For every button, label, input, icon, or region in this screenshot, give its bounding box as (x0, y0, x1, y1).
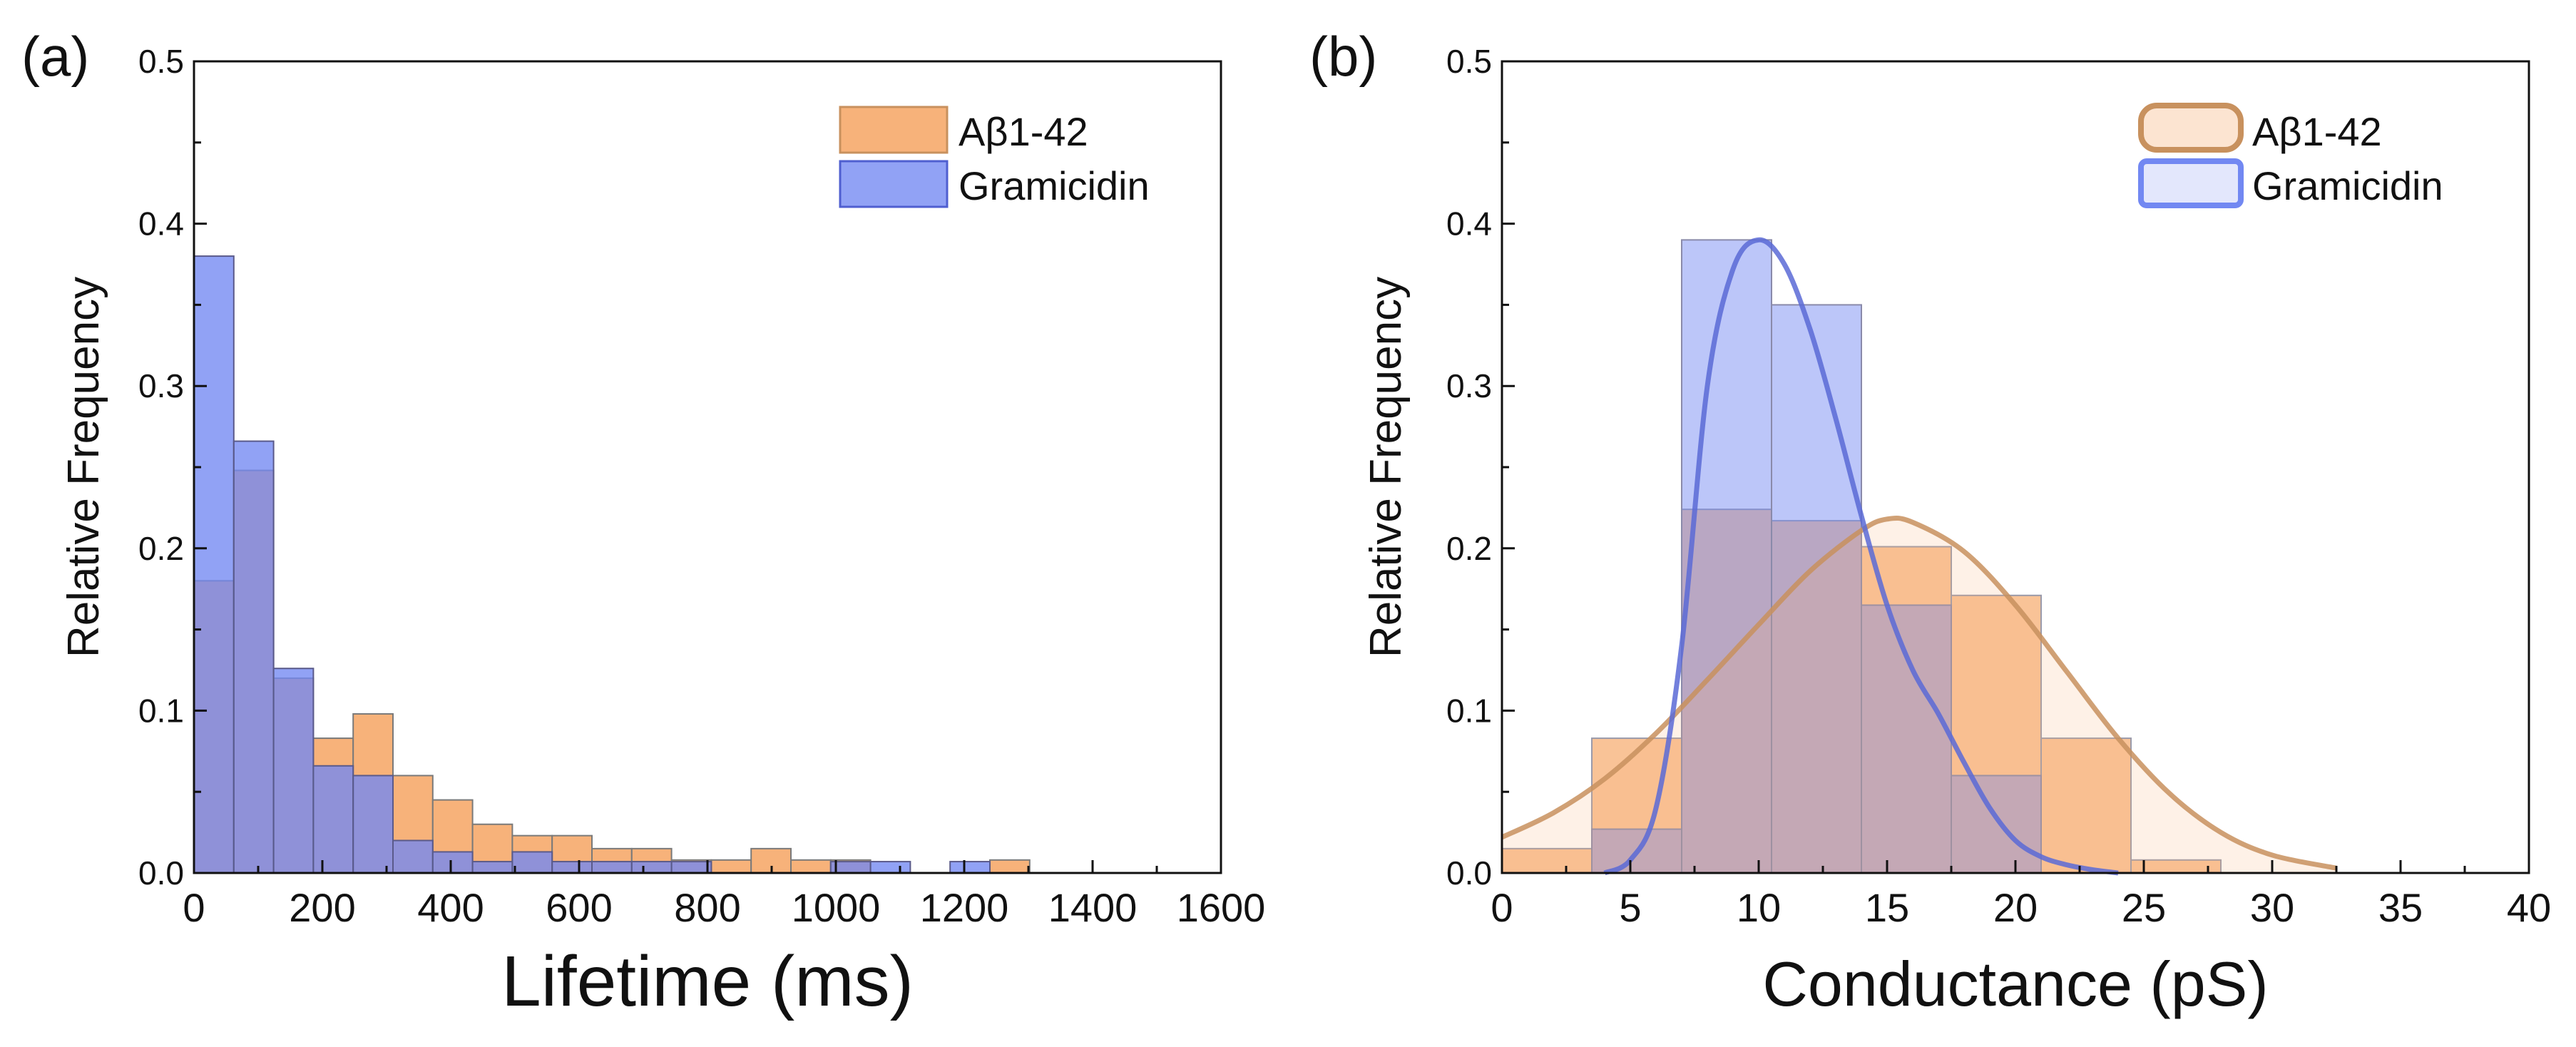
y-tick-label: 0.0 (138, 854, 184, 892)
fit-curve-gramicidin (1603, 237, 2119, 876)
panel-a-label: (a) (21, 25, 89, 88)
bar-gramicidin-1 (232, 440, 275, 874)
bar-gramicidin-12 (670, 861, 712, 874)
y-tick-label: 0.1 (138, 692, 184, 729)
legend-swatch-gramicidin (839, 160, 949, 208)
bar-gramicidin-7 (471, 861, 513, 874)
bar-gramicidin-1 (1681, 239, 1772, 874)
panel-b: 0 5 10 15 20 25 30 35 40 0.0 0.1 0.2 0.3 0.4 0.5 (b) R… (1309, 25, 2551, 1019)
panel-b-xlabel: Conductance (pS) (1762, 949, 2268, 1019)
bar-gramicidin-9 (551, 861, 593, 874)
legend-label-gramicidin: Gramicidin (959, 163, 1150, 208)
y-tick-label: 0.5 (1446, 43, 1492, 80)
x-tick-label: 30 (2250, 885, 2294, 930)
x-tick-label: 1400 (1048, 885, 1138, 930)
panel-a: 0 200 400 600 800 1000 1200 1400 1600 0.0 0.1 0.2 0.… (21, 25, 1265, 1021)
bar-gramicidin-0 (193, 255, 235, 874)
x-tick-label: 1000 (792, 885, 881, 930)
panel-b-legend: Aβ1-42 Gramicidin (2138, 103, 2443, 208)
x-tick-label: 40 (2507, 885, 2551, 930)
panel-a-xlabel: Lifetime (ms) (501, 941, 914, 1021)
y-tick-label: 0.3 (138, 367, 184, 404)
x-tick-label: 800 (674, 885, 740, 930)
panel-b-ticks: 0 5 10 15 20 25 30 35 40 0.0 0.1 0.2 0.3 0.4 0.5 (1446, 43, 2551, 930)
panel-a-bars (193, 255, 1031, 874)
x-tick-label: 600 (546, 885, 612, 930)
panel-a-ylabel: Relative Frequency (59, 277, 108, 658)
legend-swatch-abeta (839, 106, 949, 154)
panel-b-bars (1501, 239, 2222, 874)
bar-gramicidin-11 (630, 861, 673, 874)
y-tick-label: 0.4 (1446, 205, 1492, 242)
x-tick-label: 0 (1491, 885, 1513, 930)
bar-gramicidin-17 (869, 861, 911, 874)
bar-abeta-3 (1771, 520, 1862, 874)
x-tick-label: 20 (1993, 885, 2038, 930)
bar-abeta-6 (2040, 737, 2132, 874)
x-tick-label: 25 (2122, 885, 2166, 930)
x-tick-label: 1200 (920, 885, 1009, 930)
y-tick-label: 0.2 (138, 530, 184, 567)
bar-gramicidin-4 (1951, 775, 2042, 874)
bar-gramicidin-6 (431, 851, 474, 874)
y-tick-label: 0.4 (138, 205, 184, 242)
bar-gramicidin-8 (511, 851, 553, 874)
fit-curve-abeta-area (1502, 518, 2336, 873)
bar-abeta-20 (989, 859, 1031, 874)
bar-abeta-13 (710, 859, 752, 874)
x-tick-label: 15 (1865, 885, 1909, 930)
x-tick-label: 5 (1619, 885, 1641, 930)
bar-gramicidin-2 (272, 668, 315, 874)
bar-gramicidin-4 (352, 775, 394, 874)
y-tick-label: 0.3 (1446, 367, 1492, 404)
bar-abeta-15 (790, 859, 832, 874)
panel-b-ylabel: Relative Frequency (1361, 277, 1411, 658)
y-tick-label: 0.0 (1446, 854, 1492, 892)
bar-gramicidin-5 (392, 839, 434, 874)
x-tick-label: 10 (1737, 885, 1781, 930)
panel-a-ticks: 0 200 400 600 800 1000 1200 1400 1600 0.0 0.1 0.2 0.… (138, 43, 1265, 930)
y-tick-label: 0.1 (1446, 692, 1492, 729)
panel-a-legend: Aβ1-42 Gramicidin (839, 106, 1150, 208)
bar-gramicidin-3 (312, 765, 354, 874)
panel-b-fit-curves (1501, 237, 2337, 876)
x-tick-label: 400 (417, 885, 484, 930)
legend-swatch-abeta-fit (2138, 103, 2244, 153)
fit-curve-abeta (1501, 515, 2337, 871)
x-tick-label: 1600 (1177, 885, 1266, 930)
bar-gramicidin-19 (949, 861, 991, 874)
legend-label-gramicidin-fit: Gramicidin (2252, 163, 2443, 208)
legend-label-abeta-fit: Aβ1-42 (2252, 109, 2382, 154)
legend-swatch-gramicidin-fit (2138, 158, 2244, 208)
legend-label-abeta: Aβ1-42 (959, 109, 1088, 154)
panel-b-label: (b) (1309, 25, 1377, 88)
bar-gramicidin-10 (591, 861, 633, 874)
y-tick-label: 0.2 (1446, 530, 1492, 567)
x-tick-label: 0 (183, 885, 205, 930)
y-tick-label: 0.5 (138, 43, 184, 80)
x-tick-label: 200 (289, 885, 355, 930)
bar-gramicidin-3 (1861, 604, 1952, 874)
x-tick-label: 35 (2378, 885, 2423, 930)
